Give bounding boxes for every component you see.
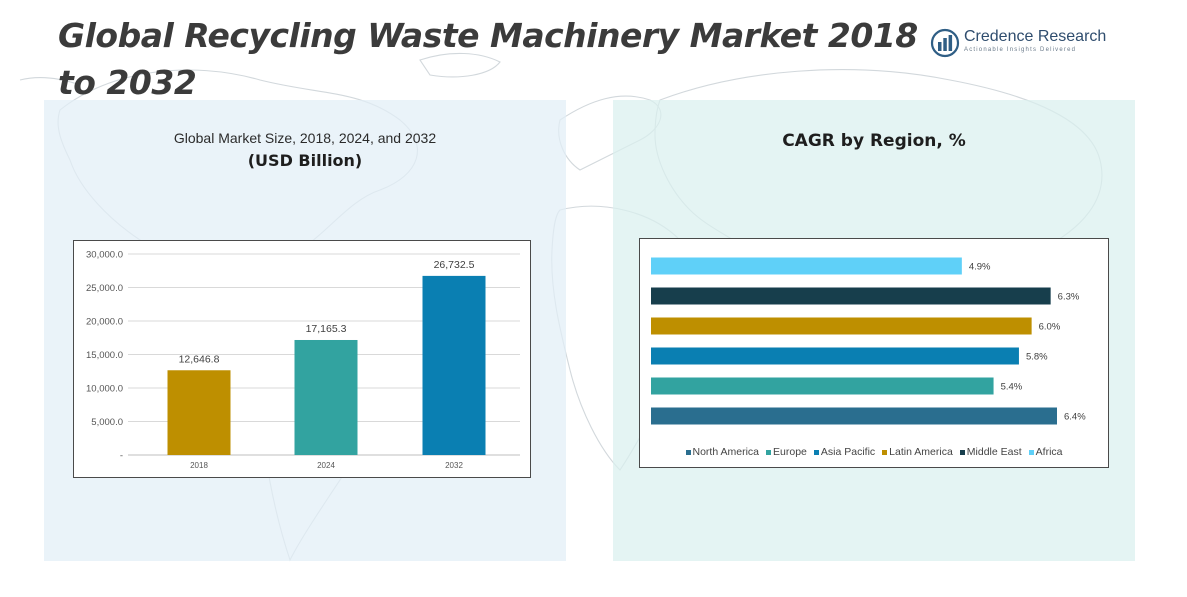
bar-value-label: 5.8% bbox=[1026, 352, 1048, 363]
bar-value-label: 12,646.8 bbox=[179, 353, 220, 365]
legend-swatch bbox=[959, 449, 965, 455]
y-tick-label: 25,000.0 bbox=[86, 283, 123, 294]
y-tick-label: 30,000.0 bbox=[86, 250, 123, 261]
bar-middle-east bbox=[651, 287, 1051, 305]
x-tick-label: 2032 bbox=[445, 461, 463, 470]
bar-latin-america bbox=[651, 317, 1032, 335]
y-tick-label: 10,000.0 bbox=[86, 384, 123, 395]
x-tick-label: 2018 bbox=[190, 461, 208, 470]
bar-africa bbox=[651, 257, 962, 275]
legend-label: Asia Pacific bbox=[820, 446, 876, 458]
y-tick-label: 5,000.0 bbox=[91, 417, 123, 428]
legend-item: Asia Pacific bbox=[813, 446, 876, 458]
legend-label: Latin America bbox=[889, 446, 953, 458]
legend-item: Africa bbox=[1028, 446, 1063, 458]
bar-value-label: 4.9% bbox=[969, 262, 991, 273]
legend-item: Europe bbox=[766, 446, 807, 458]
credence-research-logo: Credence Research Actionable Insights De… bbox=[930, 26, 1130, 60]
bar-2018 bbox=[167, 370, 231, 455]
bar-value-label: 6.0% bbox=[1039, 322, 1061, 333]
bar-2024 bbox=[294, 339, 358, 455]
legend-item: Middle East bbox=[959, 446, 1022, 458]
market-size-subtitle: Global Market Size, 2018, 2024, and 2032 bbox=[173, 130, 437, 146]
legend-item: Latin America bbox=[882, 446, 953, 458]
bar-value-label: 6.3% bbox=[1058, 292, 1080, 303]
page-title: Global Recycling Waste Machinery Market … bbox=[58, 16, 918, 102]
bar-2032 bbox=[422, 275, 486, 455]
bar-value-label: 5.4% bbox=[1001, 382, 1023, 393]
legend-item: North America bbox=[685, 446, 760, 458]
bar-north-america bbox=[651, 407, 1057, 425]
bar-value-label: 17,165.3 bbox=[306, 323, 347, 335]
cagr-legend: North America Europe Asia Pacific Latin Ame… bbox=[639, 446, 1109, 458]
y-tick-label: 15,000.0 bbox=[86, 350, 123, 361]
legend-label: Europe bbox=[773, 446, 807, 458]
x-tick-label: 2024 bbox=[317, 461, 335, 470]
bar-chart-logo-icon bbox=[930, 28, 960, 58]
bar-value-label: 26,732.5 bbox=[434, 259, 475, 271]
bar-asia-pacific bbox=[651, 347, 1019, 365]
legend-label: Africa bbox=[1035, 446, 1063, 458]
legend-swatch bbox=[685, 449, 691, 455]
market-size-unit: (USD Billion) bbox=[247, 151, 363, 170]
logo-tagline: Actionable Insights Delivered bbox=[964, 47, 1077, 53]
bar-europe bbox=[651, 377, 994, 395]
legend-label: North America bbox=[692, 446, 760, 458]
legend-swatch bbox=[766, 449, 772, 455]
legend-swatch bbox=[813, 449, 819, 455]
cagr-title: CAGR by Region, % bbox=[782, 131, 966, 151]
legend-swatch bbox=[1028, 449, 1034, 455]
legend-label: Middle East bbox=[966, 446, 1022, 458]
y-tick-label: - bbox=[120, 451, 123, 462]
logo-name: Credence Research bbox=[964, 28, 1107, 45]
y-tick-label: 20,000.0 bbox=[86, 317, 123, 328]
bar-value-label: 6.4% bbox=[1064, 412, 1086, 423]
legend-swatch bbox=[882, 449, 888, 455]
